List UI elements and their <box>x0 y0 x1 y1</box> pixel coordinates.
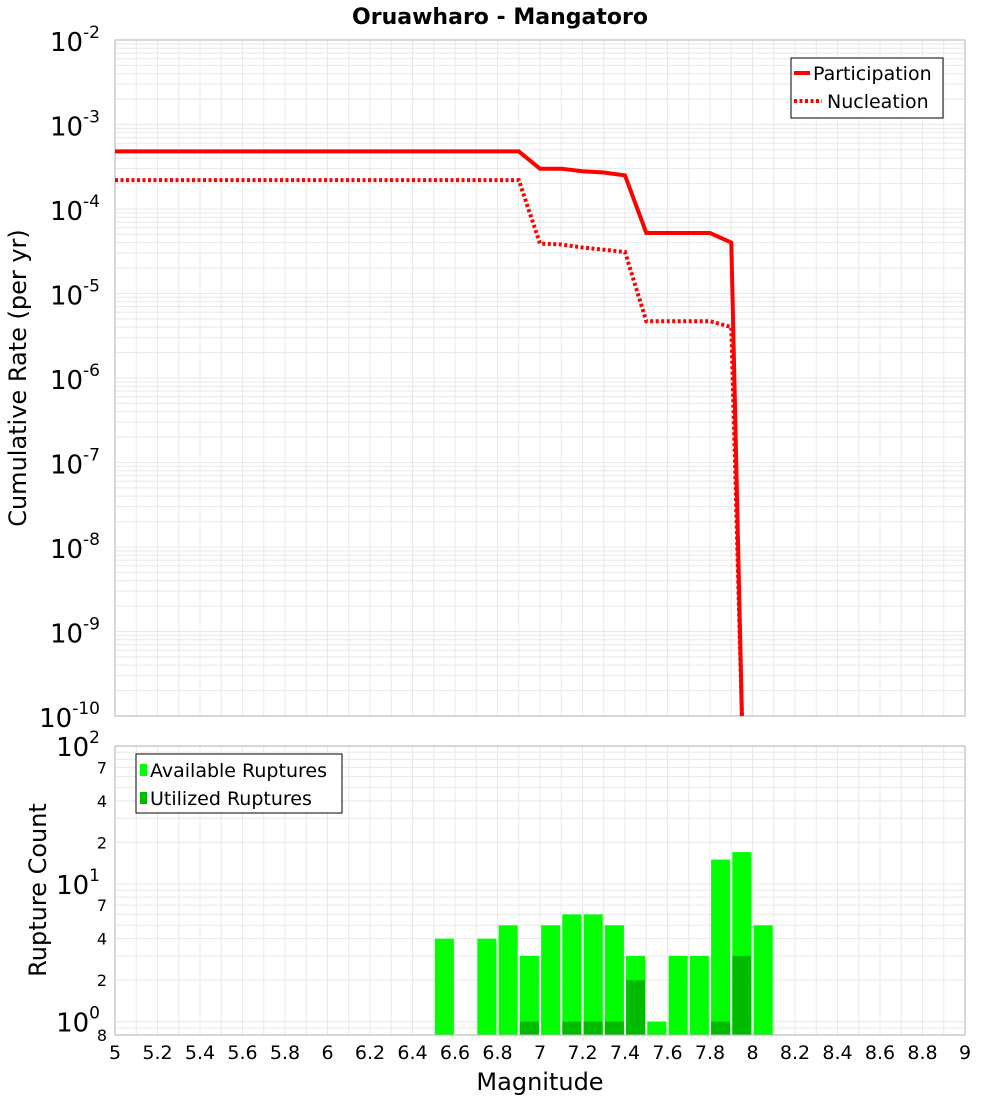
magnitude-x-tick-label: 6.4 <box>397 1042 427 1064</box>
rate-grid <box>114 40 966 717</box>
rate-series <box>115 149 744 717</box>
magnitude-x-tick-label: 5.4 <box>185 1042 215 1064</box>
rate-y-tick-label: 10-2 <box>50 23 100 58</box>
count-legend: Available Ruptures Utilized Ruptures <box>135 753 343 814</box>
available-rupture-bar <box>753 925 773 1035</box>
count-legend-box <box>135 753 343 814</box>
rate-panel: 10-2 10-3 10-4 10-5 10-6 10-7 10-8 10-9 10-10 Cu… <box>4 23 966 734</box>
utilized-rupture-bar <box>583 1021 603 1035</box>
count-grid <box>114 745 966 1035</box>
x-axis-label: Magnitude <box>476 1068 603 1096</box>
magnitude-x-tick-label: 6 <box>321 1042 333 1064</box>
magnitude-x-tick-label: 7.4 <box>610 1042 640 1064</box>
count-y-tick-label: 100 <box>56 1004 100 1039</box>
available-rupture-bar <box>519 955 539 1035</box>
count-y-minor-tick-label: 7 <box>97 758 107 777</box>
magnitude-x-tick-label: 8.8 <box>907 1042 937 1064</box>
magnitude-x-tick-label: 8.2 <box>780 1042 810 1064</box>
utilized-rupture-bar <box>732 955 752 1035</box>
rate-y-tick-label: 10-4 <box>50 192 100 227</box>
magnitude-x-tick-label: 6.6 <box>440 1042 470 1064</box>
count-y-tick-label: 101 <box>56 866 100 901</box>
count-y-minor-tick-label: 7 <box>97 896 107 915</box>
available-rupture-bar <box>689 955 709 1035</box>
available-rupture-bar <box>498 925 518 1035</box>
magnitude-x-tick-label: 7.6 <box>652 1042 682 1064</box>
rate-y-tick-label: 10-6 <box>50 361 100 396</box>
utilized-rupture-bar <box>711 1021 731 1035</box>
rate-y-axis-label: Cumulative Rate (per yr) <box>4 229 32 527</box>
magnitude-x-tick-label: 9 <box>959 1042 971 1064</box>
rate-y-tick-label: 10-5 <box>50 277 100 312</box>
count-y-minor-tick-label: 2 <box>97 833 107 852</box>
nucleation-legend-label: Nucleation <box>827 91 929 113</box>
utilized-legend-label: Utilized Ruptures <box>150 788 312 810</box>
utilized-legend-swatch <box>140 792 147 804</box>
available-legend-swatch <box>140 764 147 776</box>
magnitude-x-tick-label: 7 <box>534 1042 546 1064</box>
count-y-axis-label: Rupture Count <box>24 803 52 977</box>
nucleation-line <box>115 178 744 717</box>
count-y-minor-tick-label: 4 <box>97 792 107 811</box>
magnitude-x-tick-label: 8 <box>746 1042 758 1064</box>
rate-y-ticks: 10-2 10-3 10-4 10-5 10-6 10-7 10-8 10-9 10-10 <box>39 23 100 734</box>
count-y-minor-tick-label: 4 <box>97 930 107 949</box>
rate-legend: Participation Nucleation <box>790 57 944 119</box>
magnitude-x-tick-label: 5.2 <box>142 1042 172 1064</box>
available-rupture-bar <box>583 914 603 1035</box>
available-rupture-bar <box>541 925 561 1035</box>
utilized-rupture-bar <box>562 1021 582 1035</box>
available-rupture-bar <box>562 914 582 1035</box>
magnitude-x-tick-label: 7.8 <box>695 1042 725 1064</box>
available-rupture-bar <box>668 955 688 1035</box>
rate-y-tick-label: 10-10 <box>39 699 100 734</box>
available-rupture-bar <box>711 859 731 1035</box>
count-y-minor-tick-label: 2 <box>97 971 107 990</box>
magnitude-x-tick-label: 5 <box>109 1042 121 1064</box>
participation-line <box>115 149 744 717</box>
count-bars <box>434 852 773 1035</box>
count-plot-frame <box>114 745 966 1036</box>
count-y-minor-tick-label: 8 <box>97 1026 107 1045</box>
magnitude-x-tick-label: 5.8 <box>270 1042 300 1064</box>
utilized-rupture-bar <box>626 980 646 1035</box>
magnitude-x-tick-label: 8.6 <box>865 1042 895 1064</box>
magnitude-x-tick-label: 6.8 <box>482 1042 512 1064</box>
magnitude-x-tick-label: 8.4 <box>822 1042 852 1064</box>
rate-y-tick-label: 10-3 <box>50 108 100 143</box>
utilized-rupture-bar <box>604 1021 624 1035</box>
magnitude-x-tick-label: 6.2 <box>355 1042 385 1064</box>
magnitude-x-tick-label: 5.6 <box>227 1042 257 1064</box>
chart-title: Oruawharo - Mangatoro <box>352 5 648 30</box>
rate-legend-box <box>790 57 944 119</box>
count-y-tick-label: 102 <box>56 728 100 763</box>
available-rupture-bar <box>604 925 624 1035</box>
available-rupture-bar <box>647 1021 667 1035</box>
rate-y-tick-label: 10-8 <box>50 530 100 565</box>
magnitude-x-ticks: 5 5.2 5.4 5.6 5.8 6 6.2 6.4 6.6 6.8 7 7.2 7.4 7.6 7.8 8… <box>109 1042 971 1064</box>
magnitude-x-tick-label: 7.2 <box>567 1042 597 1064</box>
rate-plot-frame <box>114 39 966 717</box>
rate-y-tick-label: 10-9 <box>50 615 100 650</box>
participation-legend-label: Participation <box>813 63 932 85</box>
available-legend-label: Available Ruptures <box>150 760 327 782</box>
available-rupture-bar <box>434 938 454 1035</box>
rate-y-tick-label: 10-7 <box>50 446 100 481</box>
available-rupture-bar <box>477 938 497 1035</box>
utilized-rupture-bar <box>519 1021 539 1035</box>
